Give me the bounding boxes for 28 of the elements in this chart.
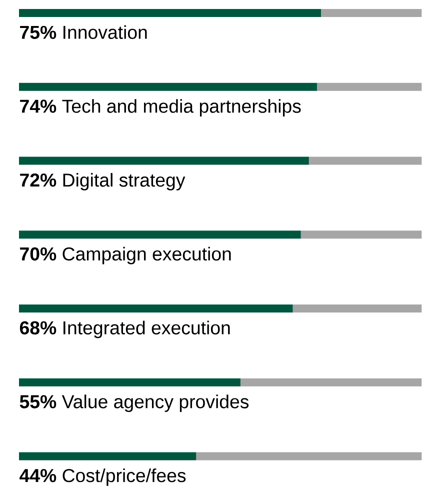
bar [19, 304, 293, 312]
data-label: 75% [20, 26, 56, 39]
y-tick-label: Cost/price/fees [62, 468, 186, 486]
bar [19, 230, 301, 239]
data-label: 44% [20, 469, 56, 482]
y-tick-label: Value agency provides [62, 394, 249, 412]
bar [19, 452, 196, 460]
bar [316, 82, 422, 91]
bar [308, 156, 422, 165]
bar [320, 9, 422, 18]
data-label: 55% [20, 395, 56, 408]
y-tick-label: Digital strategy [63, 173, 186, 190]
y-tick-label: Integrated execution [64, 320, 230, 338]
data-label: 72% [20, 173, 56, 187]
data-label: 74% [20, 100, 56, 113]
data-label: 68% [20, 321, 56, 334]
bar [240, 378, 422, 386]
y-tick-label: Tech and media partnerships [62, 99, 301, 117]
bar [19, 9, 321, 18]
bar [292, 304, 422, 312]
y-tick-label: Innovation [64, 25, 147, 39]
bar [196, 452, 422, 460]
bar [19, 156, 309, 165]
y-tick-label: Campaign execution [62, 246, 231, 264]
bar [19, 378, 240, 386]
bar [19, 82, 317, 91]
data-label: 70% [20, 247, 56, 261]
bar [300, 230, 422, 239]
